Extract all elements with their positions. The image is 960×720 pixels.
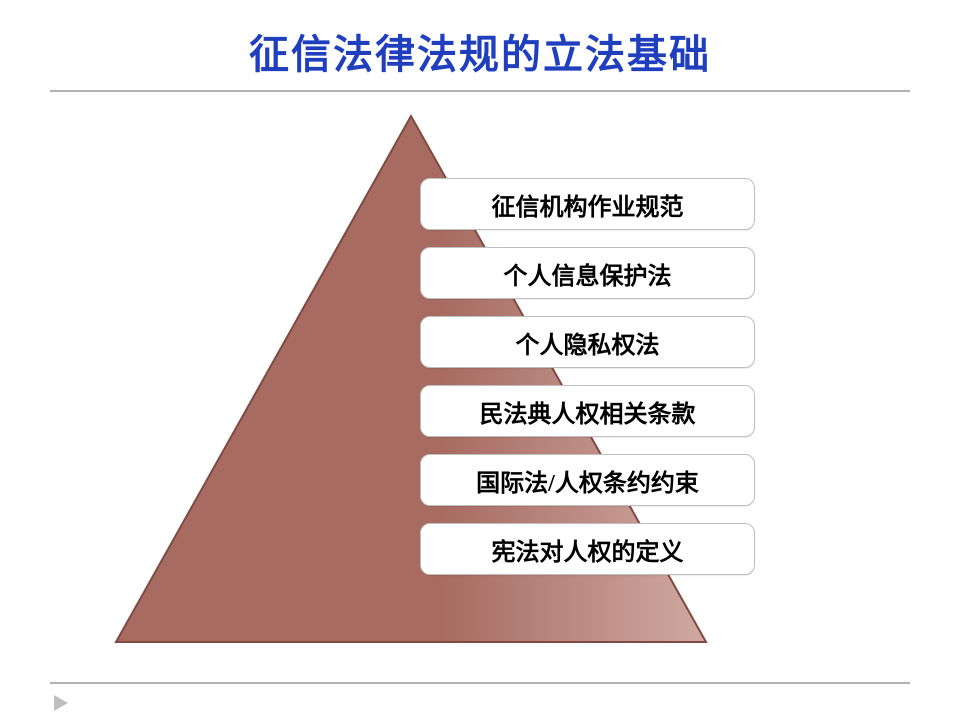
pyramid-level-label: 国际法/人权条约约束 <box>420 454 755 506</box>
bottom-divider <box>50 682 910 684</box>
pyramid-level-label: 征信机构作业规范 <box>420 178 755 230</box>
pyramid-level-label: 宪法对人权的定义 <box>420 523 755 575</box>
pyramid-level-label: 个人信息保护法 <box>420 247 755 299</box>
slide: 征信法律法规的立法基础 征信机构作业规范个人信息保护法个人隐私权法民法典人权相关… <box>0 0 960 720</box>
pyramid-level-label: 个人隐私权法 <box>420 316 755 368</box>
bullet-arrow-icon <box>50 692 72 714</box>
pyramid-level-label: 民法典人权相关条款 <box>420 385 755 437</box>
